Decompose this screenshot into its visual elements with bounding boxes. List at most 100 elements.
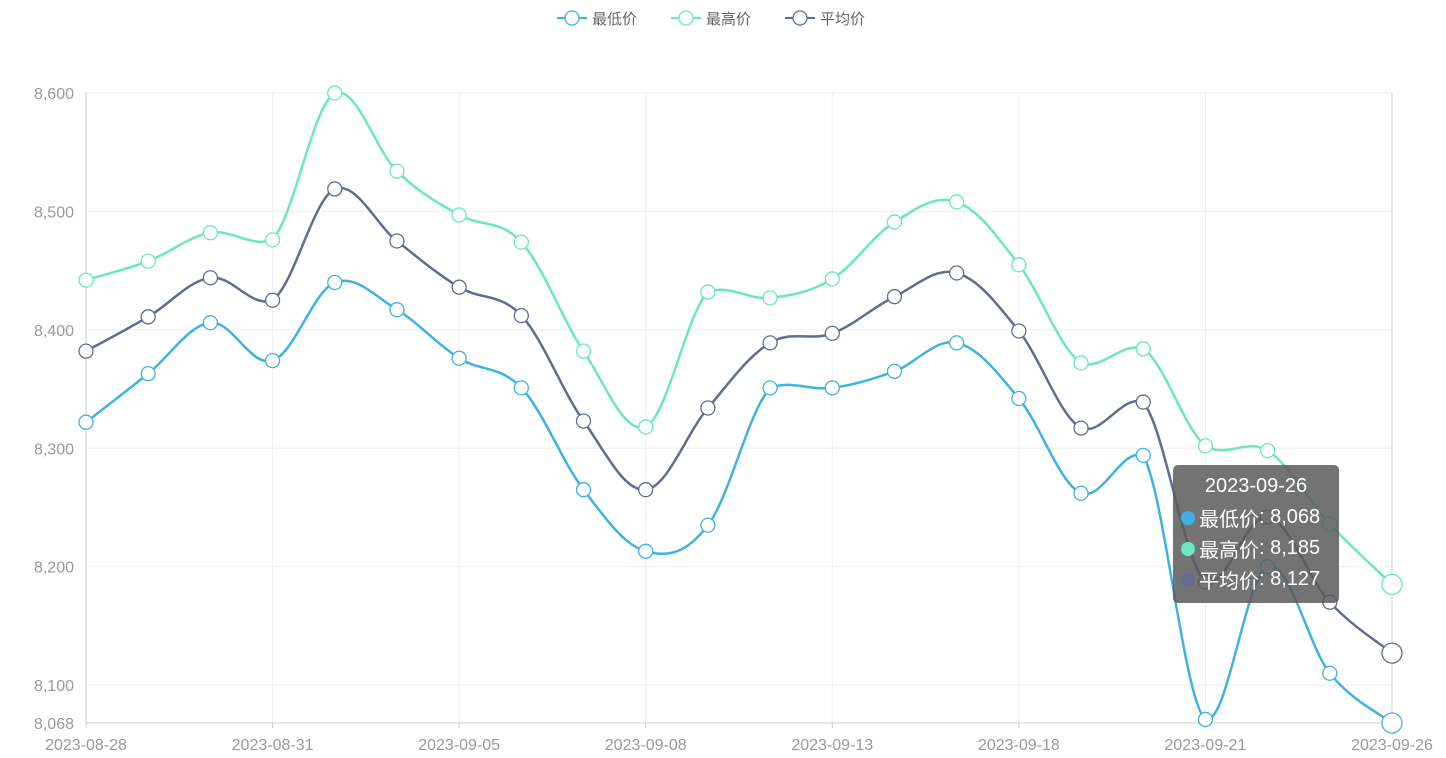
data-point-low[interactable]: [949, 335, 965, 351]
y-tick-label: 8,068: [34, 716, 74, 733]
data-point-avg[interactable]: [1135, 394, 1151, 410]
data-point-high[interactable]: [700, 284, 716, 300]
data-point-high[interactable]: [949, 194, 965, 210]
tooltip-name-avg: 平均价: [1199, 571, 1259, 593]
data-point-avg[interactable]: [1011, 323, 1027, 339]
y-tick-label: 8,400: [34, 323, 74, 340]
x-tick-label: 2023-09-21: [1165, 737, 1247, 754]
data-point-low[interactable]: [1011, 390, 1027, 407]
data-point-low[interactable]: [389, 302, 405, 318]
data-point-low[interactable]: [638, 543, 654, 559]
legend-item-high[interactable]: 最高价: [671, 10, 751, 28]
data-point-high[interactable]: [1135, 341, 1151, 357]
x-tick-label: 2023-09-13: [791, 737, 873, 754]
data-point-high[interactable]: [1073, 355, 1089, 371]
data-point-low[interactable]: [575, 482, 592, 498]
tooltip-name-high: 最高价: [1199, 540, 1259, 562]
data-point-low[interactable]: [78, 414, 94, 430]
data-point-high[interactable]: [140, 253, 156, 269]
data-point-avg[interactable]: [762, 335, 778, 351]
data-point-high[interactable]: [202, 225, 219, 241]
data-point-low[interactable]: [264, 352, 281, 369]
legend-label: 最高价: [706, 10, 751, 28]
y-tick-label: 8,100: [34, 678, 74, 695]
data-point-high[interactable]: [1259, 442, 1276, 459]
axes: 8,068 8,100 8,200 8,300 8,400 8,500 8,600 2023-…: [34, 86, 1433, 754]
legend-item-low[interactable]: 最低价: [557, 10, 637, 28]
tooltip-row-low: 最低价: 8,068: [1181, 502, 1331, 533]
data-point-low[interactable]: [140, 366, 156, 382]
tooltip-dot-low: [1181, 510, 1195, 525]
data-point-low[interactable]: [1197, 711, 1214, 728]
data-point-avg[interactable]: [513, 307, 529, 324]
y-tick-label: 8,200: [34, 560, 74, 577]
data-point-high[interactable]: [762, 290, 778, 306]
legend-item-avg[interactable]: 平均价: [785, 10, 865, 28]
tooltip-title: 2023-09-26: [1204, 475, 1308, 497]
x-tick-label: 2023-09-26: [1351, 737, 1433, 754]
data-point-avg[interactable]: [264, 292, 281, 308]
data-point-avg[interactable]: [327, 181, 343, 197]
data-point-avg[interactable]: [1381, 642, 1403, 664]
legend[interactable]: 最低价 最高价 平均价: [557, 10, 865, 28]
data-point-avg[interactable]: [202, 270, 219, 286]
x-tick-label: 2023-09-18: [978, 737, 1060, 754]
data-point-low[interactable]: [1135, 447, 1151, 464]
data-point-low[interactable]: [1381, 712, 1403, 734]
tooltip-dot-avg: [1181, 572, 1195, 587]
data-point-avg[interactable]: [575, 413, 592, 429]
data-point-low[interactable]: [202, 315, 219, 331]
y-tick-label: 8,600: [34, 86, 74, 103]
data-point-avg[interactable]: [824, 325, 840, 342]
data-point-high[interactable]: [451, 207, 467, 223]
data-point-avg[interactable]: [1073, 420, 1089, 436]
legend-label: 平均价: [820, 10, 865, 28]
data-point-avg[interactable]: [700, 400, 716, 416]
data-point-high[interactable]: [638, 419, 654, 435]
data-point-low[interactable]: [700, 517, 716, 533]
data-point-avg[interactable]: [140, 309, 156, 325]
data-point-high[interactable]: [513, 234, 529, 250]
tooltip-value-avg: 8,127: [1270, 568, 1321, 590]
data-point-low[interactable]: [513, 380, 529, 396]
data-point-high[interactable]: [824, 271, 840, 287]
x-tick-label: 2023-09-08: [605, 737, 687, 754]
data-point-high[interactable]: [1197, 438, 1214, 454]
data-point-high[interactable]: [78, 272, 94, 288]
series-group: [78, 85, 1403, 734]
legend-marker: [678, 10, 694, 26]
legend-marker: [564, 10, 580, 26]
y-tick-label: 8,500: [34, 204, 74, 221]
data-point-avg[interactable]: [638, 482, 654, 498]
data-point-high[interactable]: [886, 214, 903, 230]
data-point-high[interactable]: [575, 343, 592, 359]
legend-label: 最低价: [592, 10, 637, 28]
data-point-high[interactable]: [1011, 257, 1027, 273]
tooltip-name-low: 最低价: [1199, 509, 1259, 531]
data-point-high[interactable]: [389, 163, 405, 179]
data-point-low[interactable]: [1073, 485, 1089, 501]
data-point-low[interactable]: [327, 274, 343, 291]
data-point-low[interactable]: [824, 380, 840, 396]
x-tick-label: 2023-09-05: [418, 737, 500, 754]
data-point-low[interactable]: [1322, 665, 1338, 681]
data-point-avg[interactable]: [389, 233, 405, 249]
data-point-avg[interactable]: [451, 279, 467, 295]
data-point-low[interactable]: [451, 350, 467, 366]
x-tick-label: 2023-08-28: [45, 737, 127, 754]
data-point-avg[interactable]: [78, 343, 94, 359]
data-point-low[interactable]: [762, 380, 778, 396]
y-tick-label: 8,300: [34, 441, 74, 458]
data-point-high[interactable]: [1381, 573, 1403, 596]
grid: [86, 92, 1393, 723]
x-tick-label: 2023-08-31: [232, 737, 314, 754]
data-point-high[interactable]: [327, 85, 343, 101]
tooltip-row-avg: 平均价: 8,127: [1181, 564, 1331, 595]
tooltip-row-high: 最高价: 8,185: [1181, 533, 1331, 564]
data-point-avg[interactable]: [886, 289, 903, 305]
tooltip-dot-high: [1181, 541, 1195, 556]
data-point-high[interactable]: [264, 232, 281, 248]
data-point-avg[interactable]: [949, 265, 965, 281]
data-point-low[interactable]: [886, 363, 903, 379]
